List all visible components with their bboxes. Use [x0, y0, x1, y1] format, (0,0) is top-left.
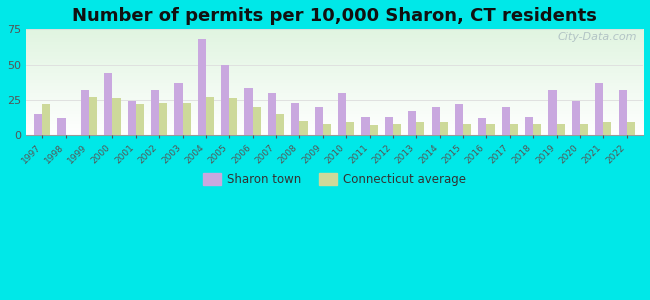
- Bar: [244, 88, 253, 135]
- Bar: [81, 90, 89, 135]
- Bar: [315, 107, 323, 135]
- Bar: [268, 93, 276, 135]
- Bar: [478, 118, 486, 135]
- Bar: [183, 103, 190, 135]
- Bar: [603, 122, 612, 135]
- Bar: [595, 83, 603, 135]
- Bar: [533, 124, 541, 135]
- Bar: [253, 107, 261, 135]
- Bar: [525, 117, 533, 135]
- Bar: [323, 124, 331, 135]
- Bar: [229, 98, 237, 135]
- Bar: [627, 122, 635, 135]
- Bar: [502, 107, 510, 135]
- Bar: [159, 103, 167, 135]
- Bar: [455, 104, 463, 135]
- Bar: [556, 124, 565, 135]
- Bar: [104, 73, 112, 135]
- Bar: [408, 111, 416, 135]
- Bar: [174, 83, 183, 135]
- Bar: [34, 114, 42, 135]
- Bar: [221, 64, 229, 135]
- Bar: [393, 124, 401, 135]
- Bar: [89, 97, 98, 135]
- Bar: [486, 124, 495, 135]
- Bar: [206, 97, 214, 135]
- Bar: [510, 124, 518, 135]
- Bar: [572, 101, 580, 135]
- Bar: [198, 39, 206, 135]
- Bar: [439, 122, 448, 135]
- Bar: [432, 107, 439, 135]
- Bar: [416, 122, 424, 135]
- Bar: [57, 118, 66, 135]
- Bar: [276, 114, 284, 135]
- Bar: [151, 90, 159, 135]
- Bar: [463, 124, 471, 135]
- Bar: [619, 90, 627, 135]
- Bar: [549, 90, 556, 135]
- Bar: [136, 104, 144, 135]
- Title: Number of permits per 10,000 Sharon, CT residents: Number of permits per 10,000 Sharon, CT …: [72, 7, 597, 25]
- Legend: Sharon town, Connecticut average: Sharon town, Connecticut average: [199, 168, 471, 190]
- Bar: [370, 125, 378, 135]
- Bar: [580, 124, 588, 135]
- Text: City-Data.com: City-Data.com: [558, 32, 637, 42]
- Bar: [361, 117, 370, 135]
- Bar: [127, 101, 136, 135]
- Bar: [291, 103, 300, 135]
- Bar: [338, 93, 346, 135]
- Bar: [42, 104, 51, 135]
- Bar: [300, 121, 307, 135]
- Bar: [385, 117, 393, 135]
- Bar: [346, 122, 354, 135]
- Bar: [112, 98, 121, 135]
